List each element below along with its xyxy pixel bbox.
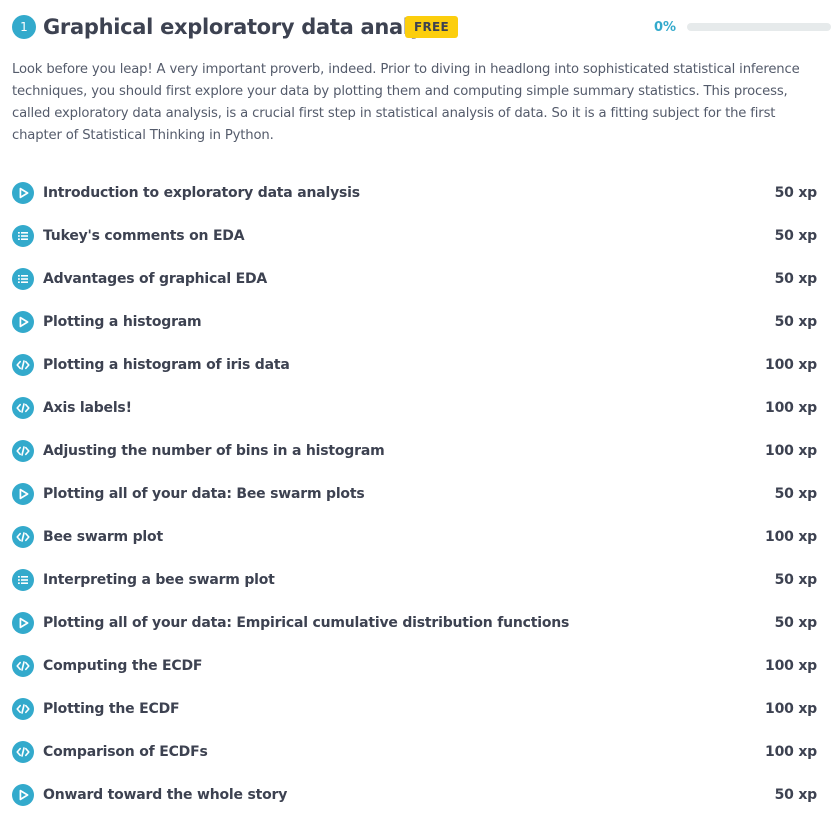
exercise-item[interactable]: Introduction to exploratory data analysi… xyxy=(0,172,832,215)
exercise-title[interactable]: Advantages of graphical EDA xyxy=(43,271,268,287)
exercise-xp: 50 xp xyxy=(774,787,818,803)
exercise-xp: 50 xp xyxy=(774,271,818,287)
exercise-item[interactable]: Computing the ECDF 100 xp xyxy=(0,645,832,688)
video-play-icon xyxy=(12,612,34,634)
exercise-title[interactable]: Plotting the ECDF xyxy=(43,701,180,717)
exercise-item[interactable]: Interpreting a bee swarm plot 50 xp xyxy=(0,559,832,602)
exercise-item[interactable]: Plotting a histogram 50 xp xyxy=(0,301,832,344)
exercise-item[interactable]: Adjusting the number of bins in a histog… xyxy=(0,430,832,473)
exercise-item[interactable]: Plotting a histogram of iris data 100 xp xyxy=(0,344,832,387)
exercise-title[interactable]: Comparison of ECDFs xyxy=(43,744,208,760)
multiple-choice-list-icon xyxy=(12,569,34,591)
video-play-icon xyxy=(12,311,34,333)
exercise-xp: 50 xp xyxy=(774,314,818,330)
exercise-title[interactable]: Plotting a histogram xyxy=(43,314,202,330)
exercise-item[interactable]: Advantages of graphical EDA 50 xp xyxy=(0,258,832,301)
code-exercise-icon xyxy=(12,440,34,462)
code-exercise-icon xyxy=(12,698,34,720)
exercise-xp: 100 xp xyxy=(765,658,817,674)
code-exercise-icon xyxy=(12,397,34,419)
exercise-title[interactable]: Plotting all of your data: Empirical cum… xyxy=(43,615,570,631)
progress-bar xyxy=(687,23,831,31)
exercise-title[interactable]: Computing the ECDF xyxy=(43,658,203,674)
exercise-xp: 100 xp xyxy=(765,529,817,545)
exercise-title[interactable]: Bee swarm plot xyxy=(43,529,163,545)
exercise-title[interactable]: Onward toward the whole story xyxy=(43,787,288,803)
exercise-title[interactable]: Introduction to exploratory data analysi… xyxy=(43,185,360,201)
exercise-title[interactable]: Plotting all of your data: Bee swarm plo… xyxy=(43,486,365,502)
exercise-xp: 50 xp xyxy=(774,486,818,502)
code-exercise-icon xyxy=(12,741,34,763)
exercise-item[interactable]: Bee swarm plot 100 xp xyxy=(0,516,832,559)
chapter-header: 1 Graphical exploratory data analysis FR… xyxy=(12,11,831,43)
exercise-item[interactable]: Plotting all of your data: Bee swarm plo… xyxy=(0,473,832,516)
exercise-title[interactable]: Plotting a histogram of iris data xyxy=(43,357,290,373)
exercise-item[interactable]: Onward toward the whole story 50 xp xyxy=(0,774,832,817)
exercise-title[interactable]: Adjusting the number of bins in a histog… xyxy=(43,443,385,459)
exercise-item[interactable]: Comparison of ECDFs 100 xp xyxy=(0,731,832,774)
exercise-xp: 100 xp xyxy=(765,443,817,459)
exercise-xp: 50 xp xyxy=(774,228,818,244)
exercise-title[interactable]: Tukey's comments on EDA xyxy=(43,228,245,244)
exercise-title[interactable]: Interpreting a bee swarm plot xyxy=(43,572,275,588)
video-play-icon xyxy=(12,182,34,204)
exercise-item[interactable]: Axis labels! 100 xp xyxy=(0,387,832,430)
multiple-choice-list-icon xyxy=(12,225,34,247)
exercise-xp: 100 xp xyxy=(765,400,817,416)
exercise-item[interactable]: Plotting all of your data: Empirical cum… xyxy=(0,602,832,645)
code-exercise-icon xyxy=(12,354,34,376)
exercise-item[interactable]: Plotting the ECDF 100 xp xyxy=(0,688,832,731)
exercise-xp: 100 xp xyxy=(765,357,817,373)
free-badge: FREE xyxy=(405,16,459,38)
chapter-description: Look before you leap! A very important p… xyxy=(12,62,800,143)
exercise-xp: 100 xp xyxy=(765,701,817,717)
exercise-title[interactable]: Axis labels! xyxy=(43,400,132,416)
exercise-xp: 50 xp xyxy=(774,185,818,201)
video-play-icon xyxy=(12,784,34,806)
chapter-number-badge: 1 xyxy=(12,15,36,39)
code-exercise-icon xyxy=(12,655,34,677)
exercise-item[interactable]: Tukey's comments on EDA 50 xp xyxy=(0,215,832,258)
exercise-xp: 50 xp xyxy=(774,615,818,631)
exercise-xp: 100 xp xyxy=(765,744,817,760)
exercise-list: Introduction to exploratory data analysi… xyxy=(0,172,832,817)
video-play-icon xyxy=(12,483,34,505)
progress-percentage: 0% xyxy=(654,20,677,35)
chapter-title[interactable]: Graphical exploratory data analysis xyxy=(43,15,455,39)
code-exercise-icon xyxy=(12,526,34,548)
exercise-xp: 50 xp xyxy=(774,572,818,588)
multiple-choice-list-icon xyxy=(12,268,34,290)
